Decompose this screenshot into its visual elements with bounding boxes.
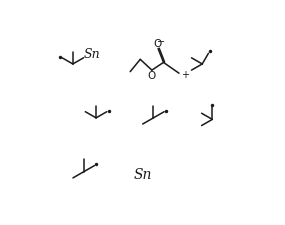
Text: O: O — [147, 70, 155, 81]
Text: +: + — [181, 70, 189, 80]
Text: −: − — [157, 37, 165, 47]
Text: Sn: Sn — [84, 48, 100, 61]
Text: Sn: Sn — [133, 168, 152, 182]
Text: O: O — [153, 39, 161, 49]
